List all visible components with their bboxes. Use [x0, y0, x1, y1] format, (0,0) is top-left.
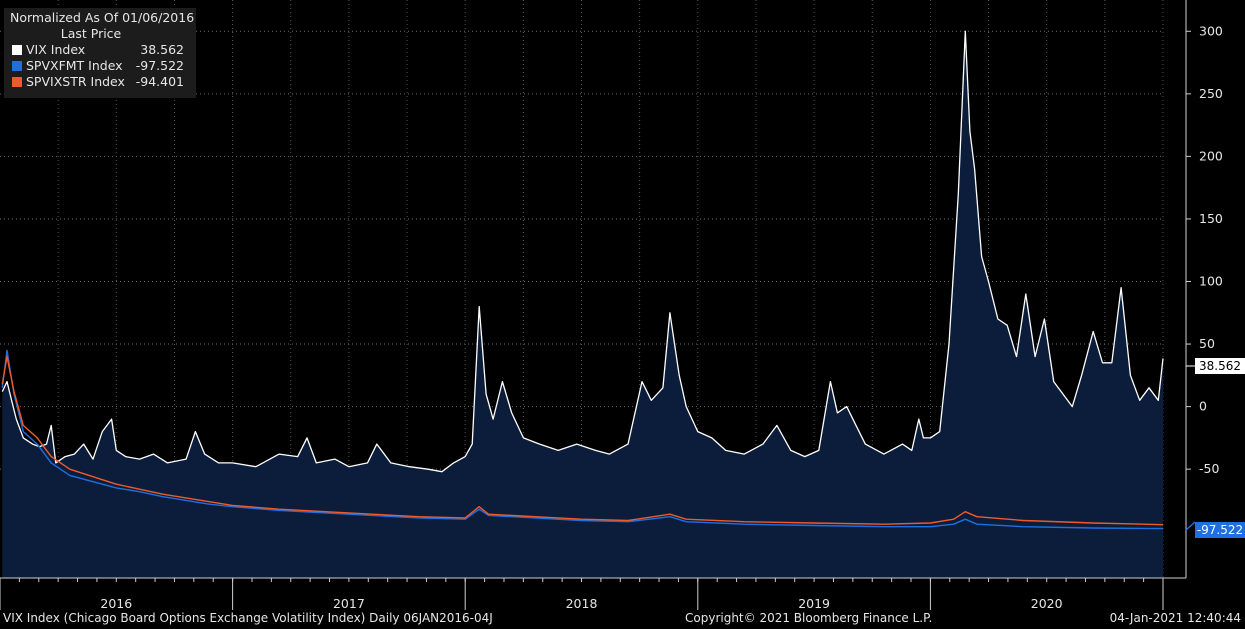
legend-swatch-spvxfmt — [12, 61, 22, 71]
ytick-label-0: 0 — [1199, 399, 1207, 414]
legend-header: Normalized As Of 01/06/2016 — [10, 10, 195, 25]
ytick-label-300: 300 — [1199, 23, 1223, 38]
legend-value-spvixstr: -94.401 — [135, 74, 184, 89]
legend-swatch-spvixstr — [12, 77, 22, 87]
ytick-label-150: 150 — [1199, 211, 1223, 226]
legend: Normalized As Of 01/06/2016 Last Price V… — [4, 8, 196, 98]
legend-subheader: Last Price — [60, 26, 122, 41]
xtick-label-2020: 2020 — [1031, 596, 1063, 611]
ytick-label-50: 50 — [1199, 336, 1215, 351]
series-line-2 — [1, 355, 1164, 526]
legend-item-spvxfmt: SPVXFMT Index -97.522 — [4, 58, 196, 74]
legend-name-spvixstr: SPVIXSTR Index — [26, 74, 125, 89]
legend-item-vix: VIX Index 38.562 — [4, 42, 196, 58]
price-connector-spvxfmt — [1185, 521, 1196, 531]
series-area-0 — [2, 31, 1163, 579]
footer-right: 04-Jan-2021 12:40:44 — [1109, 611, 1241, 625]
xtick-label-2019: 2019 — [798, 596, 830, 611]
x-axis: 2016 2017 2018 2019 2020 — [0, 577, 1186, 611]
legend-swatch-vix — [12, 45, 22, 55]
series-line-0 — [1, 30, 1164, 473]
price-tag-vix: 38.562 — [1195, 358, 1245, 374]
series-lines — [1, 30, 1164, 530]
xtick-label-2017: 2017 — [333, 596, 365, 611]
ytick-label-250: 250 — [1199, 86, 1223, 101]
ytick-label-100: 100 — [1199, 273, 1223, 288]
xtick-label-2018: 2018 — [566, 596, 598, 611]
series-line-1 — [1, 349, 1164, 530]
ytick-label--50: -50 — [1199, 461, 1219, 476]
xtick-label-2016: 2016 — [100, 596, 132, 611]
ytick-label-200: 200 — [1199, 148, 1223, 163]
legend-value-vix: 38.562 — [140, 42, 184, 57]
footer-center: Copyright© 2021 Bloomberg Finance L.P. — [685, 611, 933, 625]
legend-name-vix: VIX Index — [26, 42, 86, 57]
legend-name-spvxfmt: SPVXFMT Index — [26, 58, 123, 73]
footer-left: VIX Index (Chicago Board Options Exchang… — [3, 611, 493, 625]
price-tag-spvxfmt: -97.522 — [1195, 522, 1245, 538]
legend-value-spvxfmt: -97.522 — [135, 58, 184, 73]
vix-area — [2, 31, 1163, 579]
y-axis: -50 0 50 100 150 200 250 300 — [1185, 0, 1223, 578]
legend-item-spvixstr: SPVIXSTR Index -94.401 — [4, 74, 196, 90]
